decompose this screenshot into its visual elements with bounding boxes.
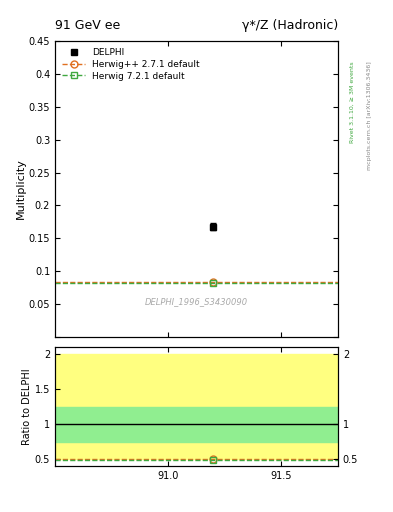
Y-axis label: Ratio to DELPHI: Ratio to DELPHI (22, 368, 32, 445)
Bar (55, 354, 338, 459)
Bar (55, 407, 338, 441)
Text: 91 GeV ee: 91 GeV ee (55, 19, 120, 32)
Y-axis label: Multiplicity: Multiplicity (16, 159, 26, 220)
Text: γ*/Z (Hadronic): γ*/Z (Hadronic) (242, 19, 338, 32)
Text: Rivet 3.1.10, ≥ 3M events: Rivet 3.1.10, ≥ 3M events (350, 61, 355, 143)
Text: DELPHI_1996_S3430090: DELPHI_1996_S3430090 (145, 297, 248, 306)
Legend: DELPHI, Herwig++ 2.7.1 default, Herwig 7.2.1 default: DELPHI, Herwig++ 2.7.1 default, Herwig 7… (59, 46, 202, 83)
Text: mcplots.cern.ch [arXiv:1306.3436]: mcplots.cern.ch [arXiv:1306.3436] (367, 61, 373, 170)
